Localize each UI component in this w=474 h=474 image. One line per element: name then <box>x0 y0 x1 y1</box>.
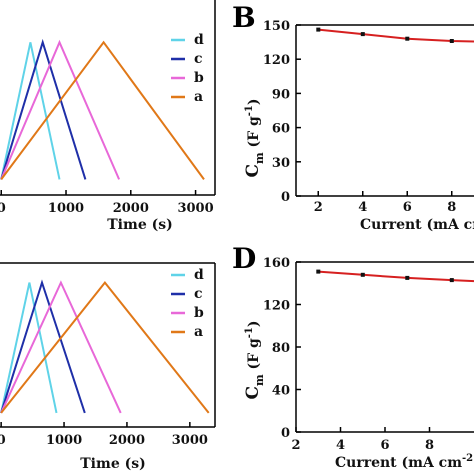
panel-a-x-ticks: 0 1000 2000 3000 <box>0 190 214 216</box>
panel-d-y-tick-label: 40 <box>272 384 290 399</box>
panel-d-x-label: Current (mA cm-2 <box>335 453 473 471</box>
panel-a-legend-label-a: a <box>194 89 203 105</box>
panel-a-x-tick-label: 1000 <box>48 201 84 216</box>
panel-a-legend-label-c: c <box>194 51 203 67</box>
panel-b-series <box>316 27 474 43</box>
panel-d-x-ticks: 2 4 6 8 <box>291 427 434 453</box>
panel-c-legend-label-c: c <box>194 286 203 302</box>
panel-c-x-tick-label: 1000 <box>46 433 82 448</box>
panel-a-x-tick-label: 2000 <box>113 201 149 216</box>
panel-a-legend-label-d: d <box>194 32 204 48</box>
panel-b-x-tick-label: 8 <box>447 200 456 215</box>
panel-d-y-tick-label: 160 <box>263 256 290 271</box>
panel-c-legend-label-d: d <box>194 267 204 283</box>
panel-d-letter: D <box>232 242 256 275</box>
panel-d-x-tick-label: 4 <box>336 438 345 453</box>
panel-b-y-label: Cm (F g-1) <box>243 98 266 177</box>
panel-c-series <box>0 279 210 414</box>
panel-b-y-tick-label: 60 <box>272 122 290 137</box>
panel-d: D 2 4 6 8 0 40 80 120 160 Current (mA cm-2 Cm (… <box>232 242 474 471</box>
panel-b-x-tick-label: 4 <box>358 200 367 215</box>
panel-c-x-label: Time (s) <box>80 456 145 472</box>
panel-c-series-c <box>0 279 86 414</box>
panel-b-x-tick-label: 6 <box>403 200 412 215</box>
panel-c-x-tick-label: 0 <box>0 433 6 448</box>
panel-a-x-tick-label: 0 <box>0 201 6 216</box>
panel-c-series-a <box>0 280 210 414</box>
panel-d-marker <box>405 275 410 280</box>
panel-a-series-d <box>0 42 61 180</box>
panel-d-y-ticks: 0 40 80 120 160 <box>263 256 301 441</box>
panel-a-series <box>0 38 205 180</box>
panel-c-series-b <box>0 280 122 414</box>
panel-c-series-d <box>0 282 58 414</box>
panel-d-y-label: Cm (F g-1) <box>243 320 266 399</box>
panel-d-x-tick-label: 8 <box>425 438 434 453</box>
panel-b-y-tick-label: 120 <box>263 53 290 68</box>
panel-a-x-tick-label: 3000 <box>177 201 213 216</box>
panel-b-marker <box>449 39 454 43</box>
panel-b: B 2 4 6 8 0 30 60 90 120 150 Current (mA cm Cm (… <box>232 1 474 233</box>
panel-d-y-tick-label: 120 <box>263 299 290 314</box>
panel-d-marker <box>316 269 321 274</box>
panel-b-x-ticks: 2 4 6 8 <box>314 191 456 215</box>
panel-a-series-c <box>0 38 87 180</box>
panel-b-y-ticks: 0 30 60 90 120 150 <box>263 19 301 205</box>
panel-b-marker <box>316 27 321 32</box>
panel-a-legend-label-b: b <box>194 70 204 86</box>
panel-b-y-tick-label: 90 <box>272 87 290 102</box>
panel-b-x-tick-label: 2 <box>314 200 323 215</box>
panel-c-x-tick-label: 3000 <box>172 433 208 448</box>
panel-c-legend-label-a: a <box>194 324 203 340</box>
panel-b-x-label: Current (mA cm <box>360 217 474 233</box>
panel-b-y-tick-label: 30 <box>272 156 290 171</box>
panel-d-marker <box>449 278 454 283</box>
panel-a-x-label: Time (s) <box>107 217 172 233</box>
panel-d-x-tick-label: 2 <box>291 438 300 453</box>
panel-b-y-tick-label: 150 <box>263 19 290 34</box>
panel-b-marker <box>360 32 365 37</box>
panel-b-y-tick-label: 0 <box>281 190 290 205</box>
panel-b-marker <box>405 36 410 41</box>
panel-c-x-tick-label: 2000 <box>109 433 145 448</box>
panel-d-marker <box>360 272 365 277</box>
panel-a-series-b <box>0 39 121 180</box>
panel-b-letter: B <box>232 1 256 34</box>
panel-c-x-ticks: 0 1000 2000 3000 <box>0 422 208 448</box>
panel-d-series <box>316 269 474 283</box>
panel-c-legend-label-b: b <box>194 305 204 321</box>
panel-d-y-tick-label: 80 <box>272 341 290 356</box>
panel-d-x-tick-label: 6 <box>380 438 389 453</box>
panel-d-y-tick-label: 0 <box>281 426 290 441</box>
panel-a-series-a <box>0 40 205 180</box>
